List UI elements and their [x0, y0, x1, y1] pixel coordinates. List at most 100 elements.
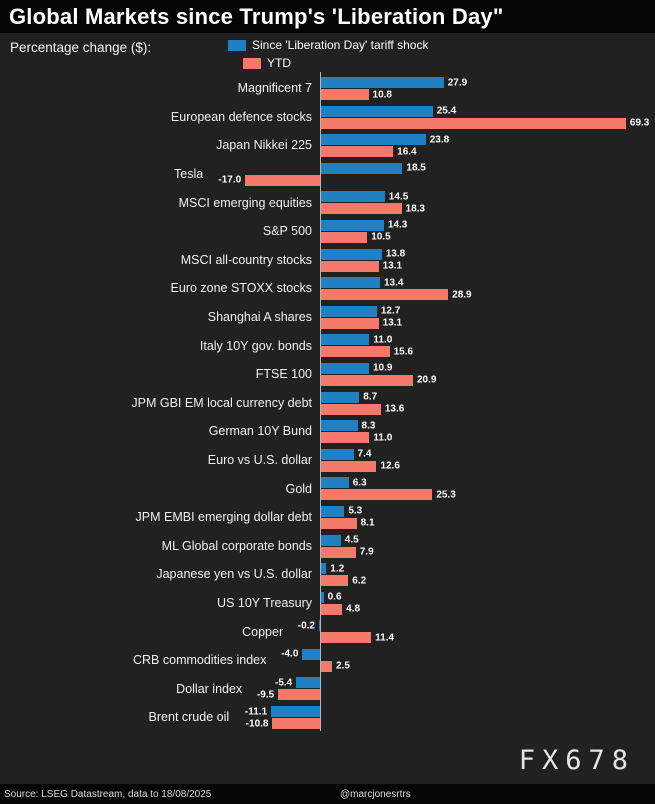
bar-since [321, 334, 370, 346]
value-label: 5.3 [348, 505, 363, 517]
bar-chart: Magnificent 7 27.9 10.8 European defence st… [0, 72, 655, 733]
bar-since [321, 162, 403, 174]
category-label: Brent crude oil [148, 710, 230, 725]
bar-ytd [321, 460, 377, 472]
value-label: -17.0 [218, 174, 242, 186]
value-label: 13.1 [382, 260, 403, 272]
value-label: -9.5 [256, 689, 275, 701]
bar-ytd [321, 575, 349, 587]
legend-item-since: Since 'Liberation Day' tariff shock [228, 38, 428, 52]
chart-row: MSCI all-country stocks 13.8 13.1 [0, 246, 655, 275]
value-label: 69.3 [629, 117, 650, 129]
chart-row: CRB commodities index -4.0 2.5 [0, 646, 655, 675]
category-label: German 10Y Bund [208, 424, 312, 439]
value-label: 2.5 [336, 660, 350, 672]
chart-row: Dollar index -5.4 -9.5 [0, 674, 655, 703]
value-label: 12.6 [380, 460, 400, 472]
category-label: CRB commodities index [133, 653, 267, 668]
bar-since [321, 305, 377, 317]
bar-ytd [321, 432, 370, 444]
category-label: European defence stocks [170, 109, 312, 124]
legend-swatch-since [228, 39, 246, 51]
category-label: Italy 10Y gov. bonds [199, 338, 312, 353]
bar-ytd [321, 660, 332, 672]
value-label: 23.8 [429, 134, 450, 146]
chart-row: Gold 6.3 25.3 [0, 474, 655, 503]
category-label: Tesla [174, 167, 204, 182]
chart-row: Brent crude oil -11.1 -10.8 [0, 703, 655, 732]
bar-ytd [321, 146, 394, 158]
bar-since [321, 391, 360, 403]
category-label: US 10Y Treasury [217, 595, 312, 610]
value-label: 14.5 [388, 191, 409, 203]
value-label: 4.5 [344, 534, 359, 546]
bar-ytd [321, 546, 356, 558]
legend-item-ytd: YTD [243, 56, 291, 70]
bar-since [321, 362, 369, 374]
value-label: 13.1 [382, 317, 403, 329]
category-label: Euro zone STOXX stocks [170, 281, 313, 296]
source-note: Source: LSEG Datastream, data to 18/08/2… [4, 788, 212, 800]
bar-ytd [321, 289, 449, 301]
value-label: 8.7 [363, 391, 378, 403]
chart-row: European defence stocks 25.4 69.3 [0, 103, 655, 132]
value-label: 8.1 [360, 517, 375, 529]
zero-axis-line [320, 72, 321, 731]
chart-row: JPM GBI EM local currency debt 8.7 13.6 [0, 389, 655, 418]
value-label: 16.4 [397, 146, 417, 158]
chart-row: Euro zone STOXX stocks 13.4 28.9 [0, 274, 655, 303]
chart-title: Global Markets since Trump's 'Liberation… [9, 3, 504, 29]
bar-ytd [321, 260, 379, 272]
bar-since [321, 591, 324, 603]
legend: Percentage change ($): Since 'Liberation… [0, 35, 655, 73]
value-label: 6.2 [352, 575, 367, 587]
category-label: S&P 500 [262, 224, 312, 239]
bar-since [319, 620, 320, 632]
title-bar: Global Markets since Trump's 'Liberation… [0, 0, 655, 33]
bar-since [321, 134, 426, 146]
bar-ytd [321, 632, 372, 644]
bar-since [321, 477, 349, 489]
value-label: 1.2 [330, 563, 345, 575]
chart-row: US 10Y Treasury 0.6 4.8 [0, 589, 655, 618]
legend-caption: Percentage change ($): [10, 40, 152, 55]
value-label: 6.3 [352, 477, 367, 489]
bar-ytd [321, 346, 390, 358]
value-label: 25.4 [436, 105, 457, 117]
value-label: 7.9 [359, 546, 374, 558]
value-label: 4.8 [346, 603, 361, 615]
category-label: Dollar index [176, 681, 243, 696]
chart-row: FTSE 100 10.9 20.9 [0, 360, 655, 389]
chart-row: MSCI emerging equities 14.5 18.3 [0, 188, 655, 217]
bar-since [296, 677, 320, 689]
value-label: 15.6 [393, 346, 414, 358]
value-label: -11.1 [244, 706, 268, 718]
value-label: 0.6 [327, 591, 342, 603]
value-label: -0.2 [297, 620, 315, 632]
chart-row: Japanese yen vs U.S. dollar 1.2 6.2 [0, 560, 655, 589]
bar-ytd [321, 517, 357, 529]
value-label: 10.9 [372, 362, 393, 374]
chart-row: Copper -0.2 11.4 [0, 617, 655, 646]
legend-swatch-ytd [243, 57, 261, 69]
bar-since [321, 534, 341, 546]
value-label: 11.4 [375, 632, 395, 644]
bar-ytd [321, 203, 402, 215]
category-label: FTSE 100 [255, 367, 312, 382]
value-label: 7.4 [357, 448, 372, 460]
value-label: 11.0 [373, 334, 393, 346]
value-label: -5.4 [275, 677, 293, 689]
chart-row: Shanghai A shares 12.7 13.1 [0, 303, 655, 332]
value-label: 13.8 [385, 248, 406, 260]
bar-ytd [321, 231, 368, 243]
value-label: 10.5 [371, 231, 391, 243]
chart-row: German 10Y Bund 8.3 11.0 [0, 417, 655, 446]
bar-since [321, 248, 382, 260]
chart-row: Italy 10Y gov. bonds 11.0 15.6 [0, 331, 655, 360]
category-label: Japanese yen vs U.S. dollar [156, 567, 312, 582]
value-label: -4.0 [281, 648, 299, 660]
chart-row: JPM EMBI emerging dollar debt 5.3 8.1 [0, 503, 655, 532]
bar-ytd [321, 603, 343, 615]
bar-since [321, 448, 354, 460]
bar-since [321, 505, 345, 517]
